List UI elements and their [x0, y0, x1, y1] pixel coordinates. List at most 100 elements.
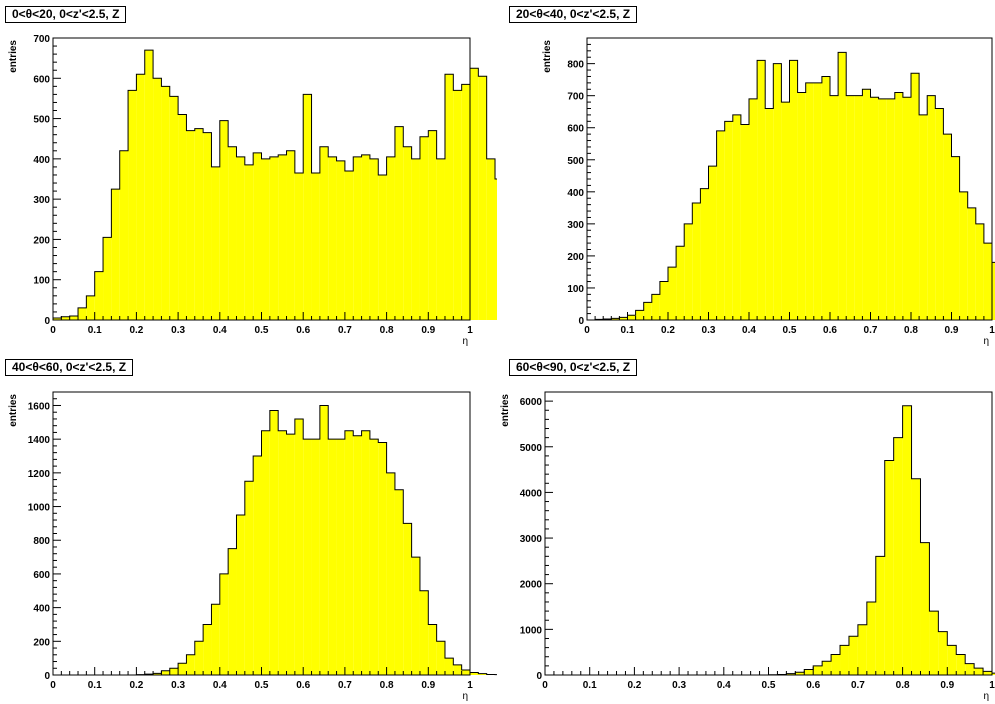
histogram-bar [286, 150, 295, 320]
y-axis-label: entries [500, 394, 511, 427]
y-tick-label: 0 [536, 671, 542, 682]
histogram-bar [749, 98, 758, 321]
histogram-bar [935, 108, 944, 320]
y-tick-label: 1000 [28, 503, 51, 514]
histogram-bar [765, 108, 774, 320]
x-tick-label: 0.5 [255, 325, 269, 336]
histogram-bar [453, 664, 462, 675]
histogram-bar [795, 672, 805, 675]
histogram-bar [822, 661, 832, 675]
histogram-bar [875, 556, 885, 675]
histogram-bar [261, 158, 270, 320]
y-tick-label: 1200 [28, 469, 51, 480]
histogram-outline [587, 51, 995, 321]
x-tick-label: 0 [50, 325, 56, 336]
y-axis: 0 100 200 300 400 500 600 700 [33, 34, 61, 327]
x-tick-label: 0.3 [171, 325, 185, 336]
histogram-panel-2: 20<θ<40, 0<z'<2.5, Z 0 0.1 0.2 0.3 0.4 0.5 0.6… [497, 0, 995, 352]
y-tick-label: 0 [44, 671, 50, 682]
x-tick-label: 1 [989, 325, 995, 336]
x-tick-label: 0.5 [255, 680, 269, 691]
x-tick-label: 0.7 [851, 680, 865, 691]
histogram-bar [659, 281, 668, 320]
x-tick-label: 0.6 [296, 680, 310, 691]
histogram-bar [178, 663, 187, 675]
histogram-bar [219, 120, 229, 320]
histogram-bar [974, 668, 984, 675]
x-tick-label: 0.4 [213, 325, 227, 336]
histogram-bar [461, 84, 470, 320]
y-tick-label: 200 [33, 637, 50, 648]
y-tick-label: 5000 [520, 443, 543, 454]
histogram-bar [161, 670, 170, 675]
histogram-chart: 0 0.1 0.2 0.3 0.4 0.5 0.6 0.7 0.8 0.9 1η 0 200 400 600… [8, 391, 497, 702]
histogram-bar [805, 82, 814, 320]
x-tick-label: 0.8 [896, 680, 910, 691]
histogram-bar [676, 246, 685, 320]
panel-title: 60<θ<90, 0<z'<2.5, Z [509, 359, 638, 376]
histogram-bar [211, 166, 220, 320]
histogram-bar [269, 156, 279, 320]
histogram-chart: 0 0.1 0.2 0.3 0.4 0.5 0.6 0.7 0.8 0.9 1η 0 100 200 300… [542, 37, 995, 347]
histogram-bar [211, 604, 220, 675]
x-tick-label: 0.8 [380, 680, 394, 691]
y-tick-label: 1400 [28, 435, 51, 446]
histogram-bar [886, 98, 895, 321]
x-tick-label: 0 [50, 680, 56, 691]
histogram-bars [53, 50, 497, 321]
histogram-bar [708, 166, 717, 320]
histogram-bar [228, 548, 237, 675]
histogram-bar [902, 97, 911, 320]
y-axis-label: entries [542, 40, 553, 73]
histogram-bar [635, 310, 644, 320]
histogram-bar [411, 158, 420, 320]
histogram-bar [947, 645, 957, 675]
histogram-bar [361, 154, 370, 320]
histogram-bar [848, 636, 858, 675]
histogram-bar [119, 150, 129, 320]
histogram-bar [303, 94, 312, 321]
histogram-bar [194, 128, 204, 320]
histogram-bar [203, 624, 212, 675]
histogram-bar [804, 669, 814, 675]
histogram-bar [911, 73, 920, 320]
x-tick-label: 0.2 [627, 680, 641, 691]
histogram-bar [386, 472, 395, 675]
histogram-bar [643, 302, 652, 320]
x-axis: 0 0.1 0.2 0.3 0.4 0.5 0.6 0.7 0.8 0.9 1 [50, 667, 473, 691]
histogram-bar [927, 95, 936, 320]
histogram-bar [789, 60, 798, 320]
histogram-bar [319, 405, 329, 675]
y-axis: 0 100 200 300 400 500 600 700 800 [567, 37, 595, 327]
histogram-bar [369, 158, 379, 320]
histogram-bar [436, 641, 445, 675]
histogram-bar [611, 318, 620, 320]
histogram-bar [840, 645, 849, 675]
histogram-bar [786, 673, 796, 675]
histogram-bar [956, 654, 966, 675]
histogram-bar [294, 418, 304, 675]
histogram-bar [378, 442, 387, 675]
y-axis-label: entries [8, 40, 19, 73]
histogram-bar [428, 624, 437, 675]
x-tick-label: 0.6 [823, 325, 837, 336]
histogram-bar [470, 672, 479, 675]
histogram-bar [178, 114, 187, 321]
y-tick-label: 1000 [520, 625, 543, 636]
histogram-bar [813, 665, 823, 675]
histogram-bar [394, 489, 404, 675]
x-tick-label: 0.3 [702, 325, 716, 336]
x-tick-label: 0.9 [421, 325, 435, 336]
y-tick-label: 3000 [520, 534, 543, 545]
histogram-bar [857, 624, 867, 675]
x-tick-label: 1 [467, 325, 473, 336]
histogram-bar [724, 121, 733, 321]
histogram-bar [470, 68, 479, 320]
panel-title: 0<θ<20, 0<z'<2.5, Z [5, 6, 127, 23]
histogram-panel-4: 60<θ<90, 0<z'<2.5, Z 0 0.1 0.2 0.3 0.4 0.5 0.6… [497, 352, 995, 704]
x-tick-label: 0.4 [717, 680, 731, 691]
histogram-bar [303, 439, 312, 675]
histogram-bar [136, 74, 145, 320]
x-tick-label: 0.8 [380, 325, 394, 336]
y-axis: 0 200 400 600 800 1000 1200 1400 1600 [28, 391, 61, 682]
